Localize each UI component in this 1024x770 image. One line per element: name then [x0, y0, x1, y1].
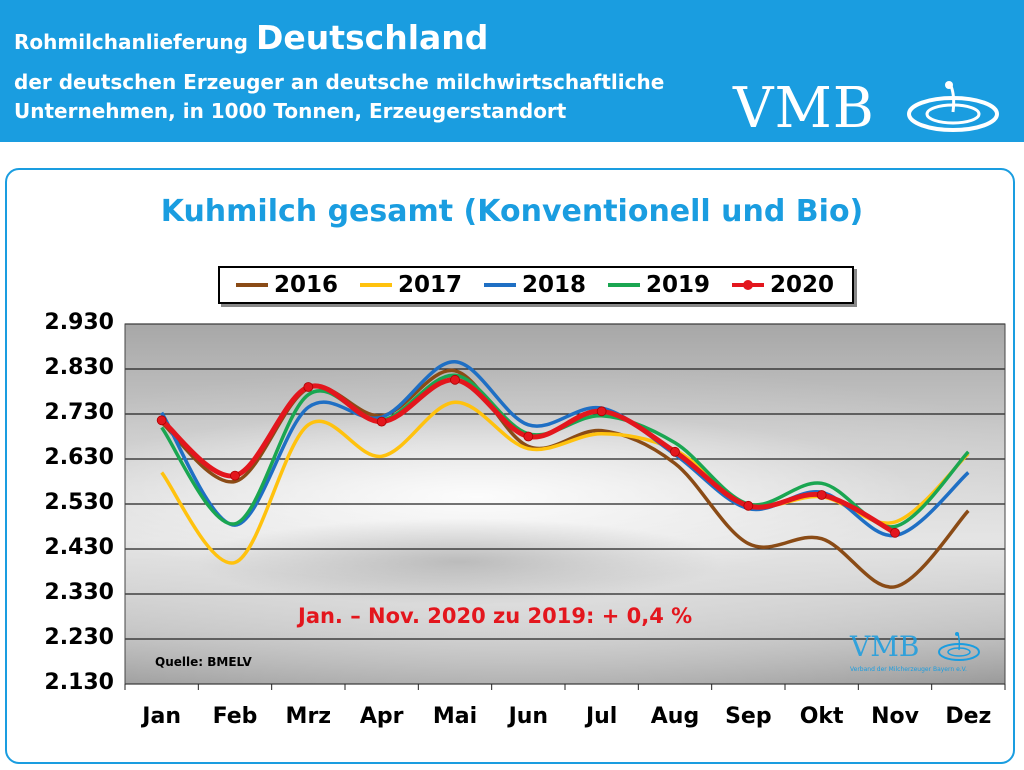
vmb-logo-swirl-icon — [907, 81, 999, 132]
chart-title: Kuhmilch gesamt (Konventionell und Bio) — [160, 194, 864, 229]
legend-item-2020: 2020 — [732, 268, 834, 302]
x-tick-label: Mai — [432, 704, 478, 729]
y-tick-label: 2.430 — [44, 535, 114, 560]
x-tick-label: Sep — [725, 704, 772, 729]
chart-legend: 2016 2017 2018 2019 2020 — [218, 266, 854, 304]
legend-label: 2018 — [522, 272, 587, 298]
y-tick-label: 2.930 — [44, 310, 114, 335]
x-tick-label: Jan — [142, 704, 181, 729]
header-subtitle-line1: der deutschen Erzeuger an deutsche milch… — [14, 70, 665, 94]
legend-item-2017: 2017 — [360, 268, 462, 302]
series-point-2020 — [596, 406, 607, 417]
x-tick-label: Dez — [945, 704, 992, 729]
legend-swatch — [732, 280, 764, 290]
series-point-2020 — [450, 374, 460, 385]
x-tick-label: Nov — [871, 704, 919, 729]
y-tick-label: 2.330 — [44, 580, 114, 605]
series-point-2020 — [303, 382, 314, 392]
legend-label: 2016 — [274, 272, 339, 298]
legend-label: 2019 — [646, 272, 711, 298]
legend-marker — [743, 280, 753, 290]
watermark-swirl-icon — [938, 632, 980, 661]
series-point-2020 — [156, 415, 167, 426]
watermark-logo-subtitle: Verband der Milcherzeuger Bayern e.V. — [850, 666, 967, 673]
legend-item-2019: 2019 — [608, 268, 710, 302]
series-point-2020 — [743, 500, 754, 511]
series-line-2016 — [160, 368, 970, 589]
series-point-2020 — [816, 490, 827, 500]
series-point-2020 — [230, 470, 240, 481]
series-point-2020 — [890, 527, 900, 538]
header-banner: Rohmilchanlieferung Deutschland der deuts… — [0, 0, 1024, 142]
x-tick-label: Apr — [359, 704, 404, 729]
x-tick-label: Jun — [508, 704, 549, 729]
series-line-2020 — [160, 377, 897, 536]
series-line-2018 — [160, 360, 970, 538]
source-label: Quelle: BMELV — [155, 655, 252, 669]
vmb-logo-text: VMB — [733, 76, 875, 141]
y-tick-label: 2.630 — [44, 445, 114, 470]
legend-swatch — [484, 283, 516, 287]
x-tick-label: Feb — [212, 704, 258, 729]
x-tick-label: Jul — [585, 704, 618, 729]
header-title-small: Rohmilchanlieferung — [14, 30, 248, 54]
x-tick-label: Mrz — [285, 704, 332, 729]
y-tick-label: 2.730 — [44, 400, 114, 425]
header-title-big: Deutschland — [255, 18, 489, 57]
watermark-logo-text: VMB — [850, 630, 920, 663]
series-point-2020 — [376, 416, 387, 427]
x-tick-label: Okt — [799, 704, 844, 729]
series-point-2020 — [523, 431, 534, 442]
legend-swatch — [360, 283, 392, 287]
legend-label: 2020 — [770, 272, 835, 298]
header-subtitle-line2: Unternehmen, in 1000 Tonnen, Erzeugersta… — [14, 99, 567, 123]
legend-swatch — [236, 283, 268, 287]
legend-item-2016: 2016 — [236, 268, 338, 302]
header-title: Rohmilchanlieferung Deutschland — [14, 18, 488, 57]
legend-item-2018: 2018 — [484, 268, 586, 302]
y-tick-label: 2.830 — [44, 355, 114, 380]
x-tick-label: Aug — [650, 704, 700, 729]
legend-label: 2017 — [398, 272, 463, 298]
series-point-2020 — [670, 446, 680, 457]
y-tick-label: 2.230 — [44, 625, 114, 650]
y-tick-label: 2.530 — [44, 490, 114, 515]
chart-annotation: Jan. – Nov. 2020 zu 2019: + 0,4 % — [298, 604, 693, 628]
watermark-logo: VMB Verband der Milcherzeuger Bayern e.V… — [850, 630, 990, 674]
legend-swatch — [608, 283, 640, 287]
y-tick-label: 2.130 — [44, 670, 114, 695]
